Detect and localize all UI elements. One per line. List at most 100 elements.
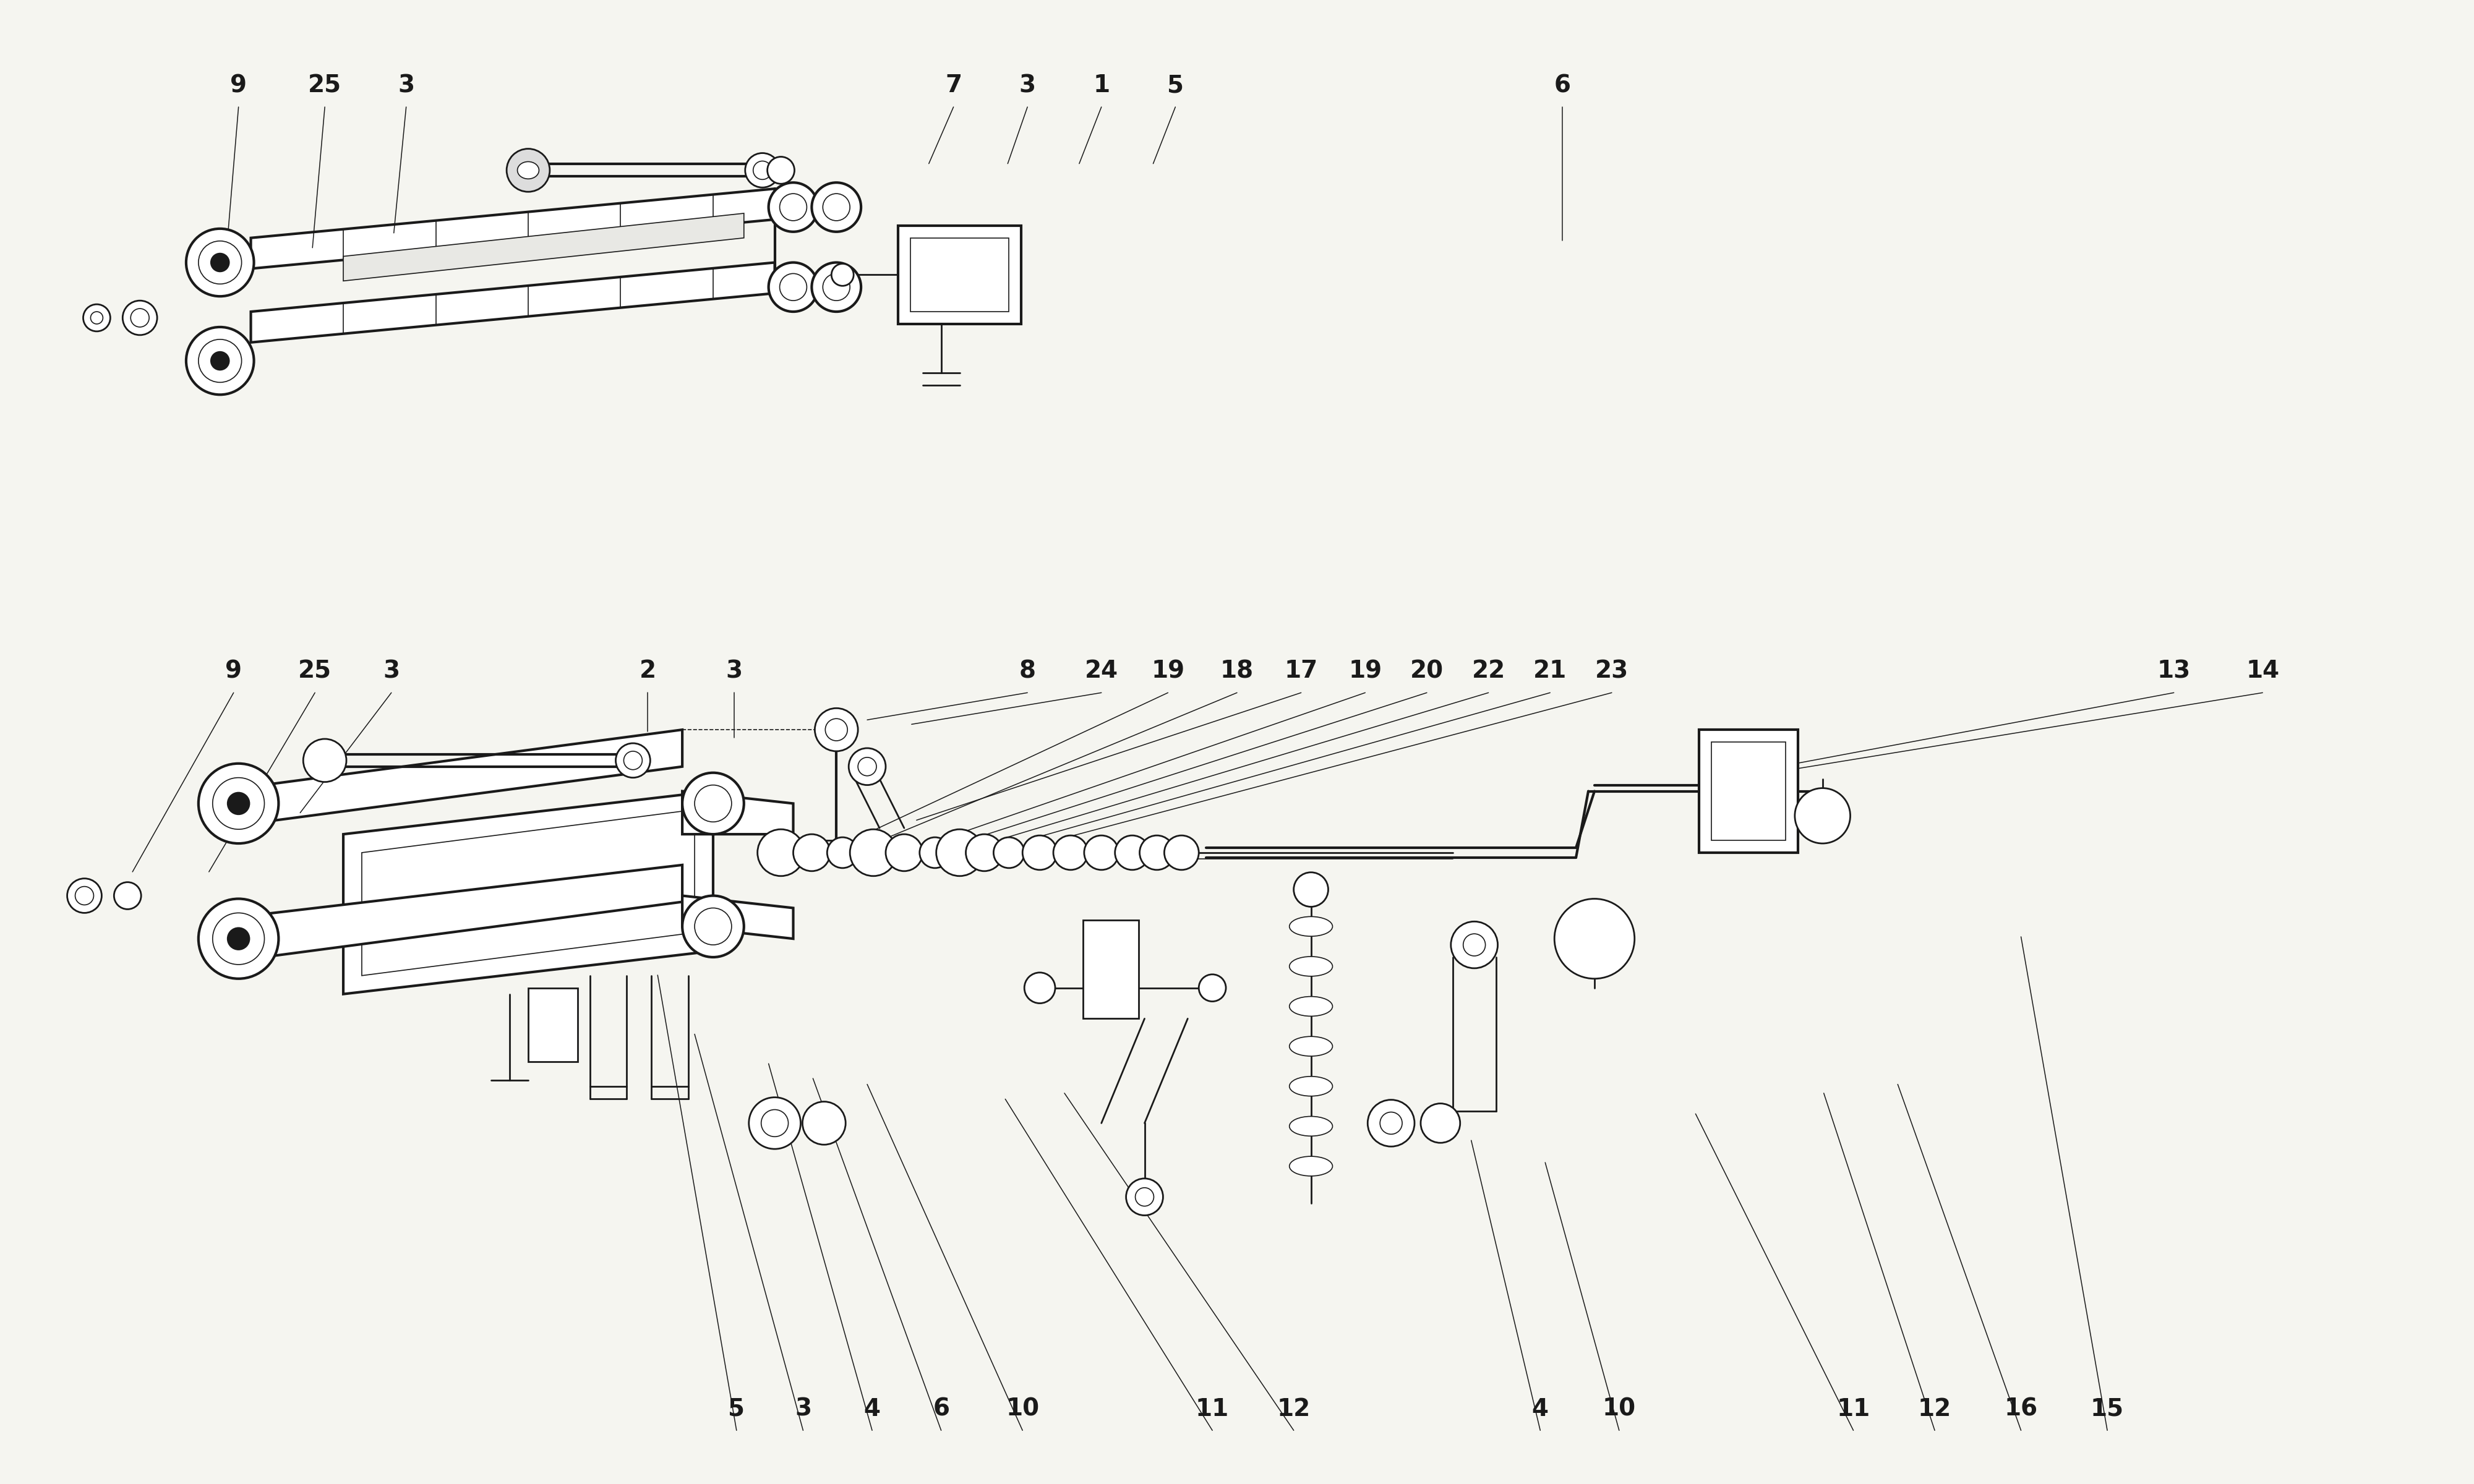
Circle shape (683, 773, 745, 834)
Text: 5: 5 (1168, 74, 1183, 96)
Text: 4: 4 (863, 1396, 881, 1420)
Circle shape (198, 240, 242, 283)
Circle shape (228, 927, 250, 950)
Text: 6: 6 (1554, 74, 1571, 96)
Polygon shape (344, 214, 745, 280)
Circle shape (794, 834, 831, 871)
Text: 9: 9 (230, 74, 247, 96)
Circle shape (67, 879, 101, 913)
Circle shape (198, 899, 280, 978)
Bar (527, 988, 576, 1061)
Circle shape (210, 352, 230, 370)
Circle shape (1462, 933, 1484, 956)
Circle shape (762, 1110, 789, 1137)
Ellipse shape (1289, 1156, 1333, 1175)
Circle shape (1024, 972, 1056, 1003)
Circle shape (824, 193, 851, 221)
Circle shape (695, 785, 732, 822)
Circle shape (851, 830, 896, 876)
Circle shape (811, 263, 861, 312)
Circle shape (131, 309, 148, 326)
Circle shape (186, 326, 255, 395)
Text: 1: 1 (1094, 74, 1111, 96)
Circle shape (995, 837, 1024, 868)
Circle shape (1165, 835, 1200, 870)
Polygon shape (344, 791, 713, 994)
Text: 3: 3 (383, 659, 401, 683)
Polygon shape (262, 730, 683, 822)
Bar (898, 226, 1022, 324)
Circle shape (1126, 1178, 1163, 1215)
Text: 7: 7 (945, 74, 962, 96)
Circle shape (1022, 835, 1056, 870)
Text: 20: 20 (1410, 659, 1442, 683)
Text: 3: 3 (398, 74, 416, 96)
Text: 10: 10 (1603, 1396, 1635, 1420)
Circle shape (92, 312, 104, 324)
Circle shape (831, 264, 854, 286)
Circle shape (1084, 835, 1118, 870)
Text: 6: 6 (933, 1396, 950, 1420)
Circle shape (84, 304, 111, 331)
Ellipse shape (1289, 1076, 1333, 1097)
Circle shape (1554, 899, 1635, 978)
Text: 22: 22 (1472, 659, 1504, 683)
Circle shape (757, 830, 804, 876)
Bar (1084, 920, 1138, 1018)
Ellipse shape (1289, 917, 1333, 936)
Text: 17: 17 (1284, 659, 1319, 683)
Polygon shape (250, 188, 774, 269)
Circle shape (114, 881, 141, 910)
Text: 25: 25 (299, 659, 332, 683)
Circle shape (826, 718, 849, 741)
Text: 5: 5 (727, 1396, 745, 1420)
Circle shape (779, 193, 807, 221)
Circle shape (935, 830, 982, 876)
Text: 23: 23 (1596, 659, 1628, 683)
Circle shape (616, 743, 651, 778)
Text: 25: 25 (309, 74, 341, 96)
Circle shape (695, 908, 732, 945)
Text: 14: 14 (2246, 659, 2279, 683)
Bar (1712, 742, 1786, 840)
Text: 2: 2 (638, 659, 656, 683)
Circle shape (228, 792, 250, 815)
Ellipse shape (1289, 1116, 1333, 1137)
Circle shape (886, 834, 923, 871)
Text: 15: 15 (2091, 1396, 2125, 1420)
Circle shape (507, 148, 549, 191)
Polygon shape (262, 865, 683, 957)
Circle shape (124, 301, 158, 335)
Ellipse shape (1289, 957, 1333, 976)
Polygon shape (361, 810, 695, 975)
Circle shape (198, 763, 280, 843)
Circle shape (1450, 922, 1497, 968)
Text: 8: 8 (1019, 659, 1037, 683)
Polygon shape (683, 791, 794, 834)
Circle shape (623, 751, 643, 770)
Circle shape (1054, 835, 1089, 870)
Circle shape (814, 708, 858, 751)
Ellipse shape (517, 162, 539, 180)
Polygon shape (683, 896, 794, 939)
Circle shape (1141, 835, 1175, 870)
Circle shape (965, 834, 1002, 871)
Circle shape (1368, 1100, 1415, 1147)
Text: 11: 11 (1195, 1396, 1230, 1420)
Text: 19: 19 (1150, 659, 1185, 683)
Text: 12: 12 (1277, 1396, 1311, 1420)
Circle shape (767, 157, 794, 184)
Circle shape (849, 748, 886, 785)
Circle shape (1294, 873, 1329, 907)
Ellipse shape (1289, 1036, 1333, 1057)
Circle shape (750, 1097, 802, 1149)
Text: 13: 13 (2157, 659, 2189, 683)
Circle shape (769, 183, 819, 232)
Circle shape (1136, 1187, 1153, 1206)
Circle shape (1116, 835, 1150, 870)
Circle shape (920, 837, 950, 868)
Text: 21: 21 (1534, 659, 1566, 683)
Circle shape (752, 162, 772, 180)
Bar (910, 237, 1009, 312)
Circle shape (811, 183, 861, 232)
